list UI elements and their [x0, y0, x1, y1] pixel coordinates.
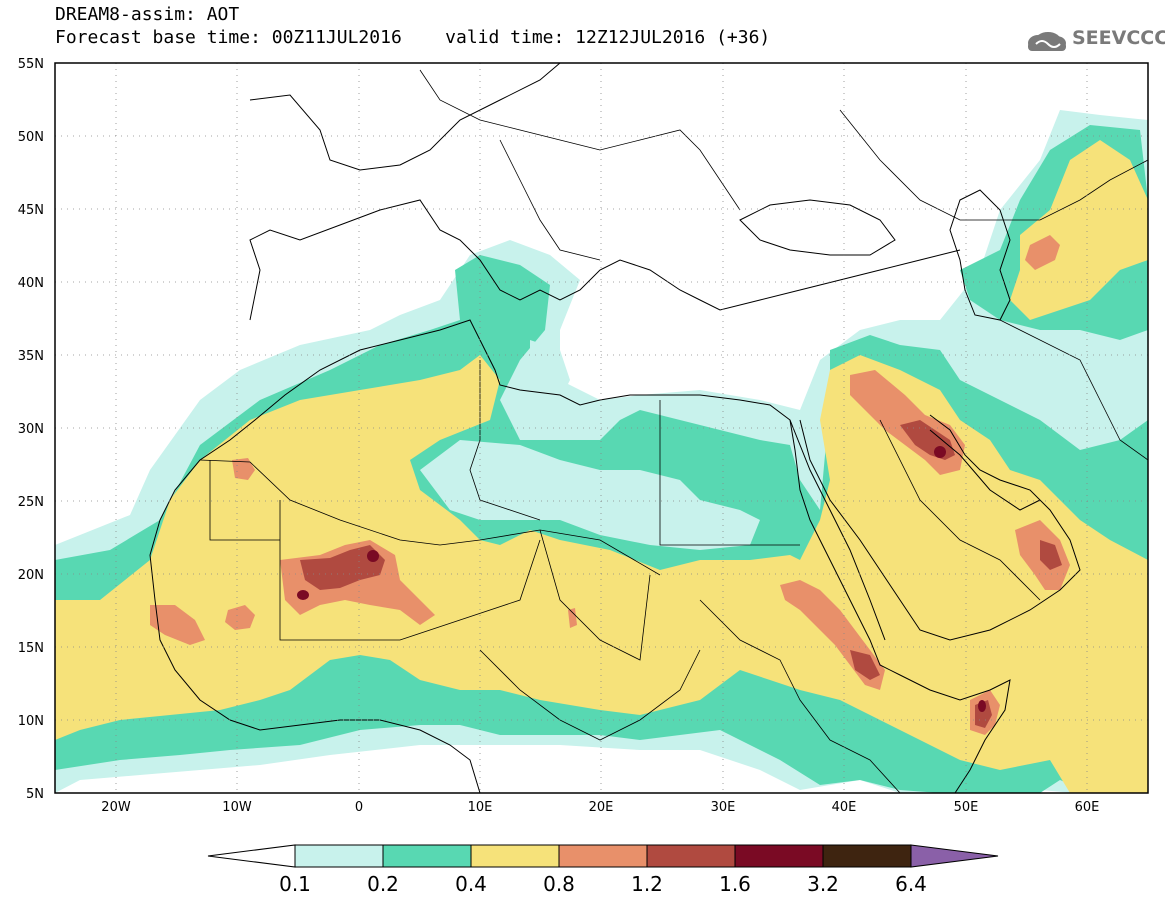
colorbar-label: 1.2	[631, 872, 663, 896]
colorbar	[207, 844, 999, 868]
border-11	[499, 139, 601, 261]
border-6	[209, 460, 280, 541]
europe-north	[249, 63, 561, 171]
lon-label: 10W	[222, 800, 252, 815]
aot-level-0-8-mauritania	[150, 605, 205, 645]
logo	[1028, 32, 1066, 51]
cloud-icon	[1028, 32, 1066, 51]
colorbar-bin	[646, 844, 736, 868]
border-7	[699, 599, 901, 793]
aot-level-0-8-caspian	[1025, 235, 1060, 270]
aot-level-0-8-wsahara	[232, 458, 255, 480]
africa-south-coast	[149, 554, 481, 793]
europe-coast	[249, 199, 961, 321]
lat-label: 15N	[18, 641, 44, 656]
aot-level-0-8-chad	[568, 608, 577, 628]
border-10	[419, 69, 741, 211]
colorbar-bin-under	[207, 844, 296, 868]
border-9	[479, 649, 701, 741]
lat-label: 25N	[18, 495, 44, 510]
border-4	[539, 529, 651, 661]
border-3	[659, 400, 800, 546]
lat-label: 5N	[26, 787, 44, 802]
logo-text: SEEVCCC	[1072, 27, 1165, 49]
aot-level-0-4-east	[1010, 140, 1148, 320]
lon-label: 30E	[711, 800, 736, 815]
longitude-labels: 20W 10W 0 10E 20E 30E 40E 50E 60E	[101, 800, 1099, 815]
forecast-times: Forecast base time: 00Z11JUL2016 valid t…	[55, 28, 770, 48]
lon-label: 60E	[1075, 800, 1100, 815]
border-12	[839, 109, 1148, 221]
colorbar-label: 1.6	[719, 872, 751, 896]
colorbar-bin	[822, 844, 912, 868]
valid-time: valid time: 12Z12JUL2016 (+36)	[445, 27, 771, 48]
lon-label: 0	[355, 800, 363, 815]
colorbar-label: 0.1	[279, 872, 311, 896]
colorbar-bin	[382, 844, 472, 868]
coastlines-borders	[149, 63, 1148, 793]
red-sea	[789, 419, 886, 641]
arabia-coast	[799, 414, 1081, 641]
colorbar-bin-over	[910, 844, 999, 868]
aot-level-1-2-sudan	[850, 650, 880, 680]
aot-level-0-1-sahara	[420, 440, 760, 550]
lon-label: 20W	[101, 800, 131, 815]
africa-coastline	[149, 319, 1011, 793]
colorbar-bin	[558, 844, 648, 868]
lat-label: 35N	[18, 349, 44, 364]
colorbar-bin	[734, 844, 824, 868]
lon-label: 20E	[589, 800, 614, 815]
lat-label: 50N	[18, 130, 44, 145]
colorbar-label: 3.2	[807, 872, 839, 896]
lat-label: 10N	[18, 714, 44, 729]
grid-lines	[55, 63, 1148, 793]
border-2	[279, 500, 541, 641]
lon-label: 50E	[954, 800, 979, 815]
persian-gulf	[929, 429, 1041, 511]
map-title: DREAM8-assim: AOT	[55, 4, 240, 25]
border-13	[999, 319, 1148, 461]
lat-label: 20N	[18, 568, 44, 583]
aot-level-1-2-oman	[1040, 540, 1062, 570]
colorbar-label: 0.2	[367, 872, 399, 896]
lon-label: 40E	[832, 800, 857, 815]
caspian-sea	[949, 189, 1011, 321]
colorbar-labels: 0.1 0.2 0.4 0.8 1.2 1.6 3.2 6.4	[279, 872, 927, 896]
border-8	[879, 419, 1041, 601]
aot-level-3-2-spot-3	[934, 446, 946, 458]
border-5	[469, 360, 541, 521]
colorbar-label: 0.8	[543, 872, 575, 896]
map-frame	[54, 62, 1149, 794]
aot-level-3-2-spot-2	[367, 550, 379, 562]
colorbar-bin	[294, 844, 384, 868]
aot-level-3-2-spot-4	[978, 700, 986, 712]
latitude-labels: 55N 50N 45N 40N 35N 30N 25N 20N 15N 10N …	[18, 57, 44, 802]
lat-label: 45N	[18, 203, 44, 218]
lon-label: 10E	[468, 800, 493, 815]
lat-label: 55N	[18, 57, 44, 72]
lat-label: 40N	[18, 276, 44, 291]
border-1	[199, 459, 661, 576]
forecast-base-time: Forecast base time: 00Z11JUL2016	[55, 27, 402, 48]
colorbar-bin	[470, 844, 560, 868]
lat-label: 30N	[18, 422, 44, 437]
aot-level-3-2-spot	[297, 590, 309, 600]
colorbar-label: 6.4	[895, 872, 927, 896]
aot-level-1-2-mali	[300, 545, 385, 590]
colorbar-label: 0.4	[455, 872, 487, 896]
aot-level-0-8-south-mauritania	[225, 605, 255, 630]
black-sea	[739, 199, 896, 256]
